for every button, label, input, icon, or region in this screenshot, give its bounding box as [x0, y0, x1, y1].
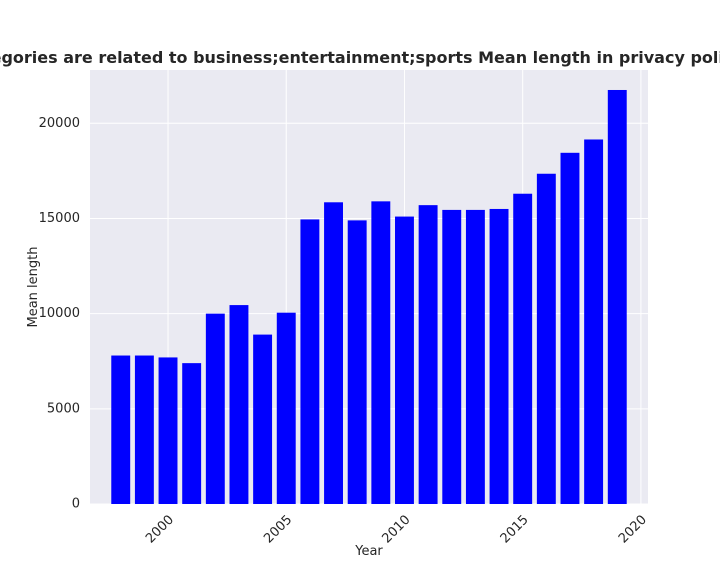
bar-2003 [229, 305, 249, 504]
bar-2019 [607, 89, 627, 504]
chart-title: When categories are related to business;… [0, 48, 720, 67]
bar-2006 [300, 219, 320, 504]
x-tick-labels: 2000 2005 2010 2015 2020 [143, 512, 650, 546]
bars [111, 89, 627, 505]
y-tick-label: 5000 [47, 401, 80, 416]
x-tick-label: 2020 [616, 512, 650, 546]
bar-2016 [536, 173, 556, 505]
bar-2018 [584, 139, 604, 504]
bar-2009 [371, 201, 391, 504]
y-tick-label: 15000 [39, 211, 80, 226]
bar-2001 [182, 363, 202, 504]
bar-2014 [489, 208, 509, 504]
bar-1999 [134, 355, 154, 504]
x-axis-label: Year [354, 544, 383, 559]
y-tick-label: 10000 [39, 306, 80, 321]
bar-2015 [513, 193, 533, 504]
bar-2010 [395, 216, 414, 504]
x-tick-label: 2015 [498, 512, 532, 546]
x-tick-label: 2000 [143, 512, 177, 546]
x-tick-label: 2005 [261, 512, 295, 546]
bar-2005 [276, 312, 296, 504]
bar-2013 [465, 209, 485, 504]
y-axis-label: Mean length [26, 247, 41, 328]
bar-1998 [111, 355, 131, 504]
bar-2012 [442, 209, 462, 504]
bar-2007 [324, 202, 343, 504]
y-tick-labels: 0 5000 10000 15000 20000 [39, 116, 80, 512]
y-tick-label: 20000 [39, 116, 80, 131]
x-tick-label: 2010 [380, 512, 414, 546]
bar-2000 [158, 357, 178, 504]
y-tick-label: 0 [72, 497, 80, 512]
bar-2004 [253, 334, 273, 504]
bar-2017 [560, 152, 580, 505]
bar-2011 [418, 205, 438, 505]
bar-2002 [205, 313, 225, 504]
bar-2008 [347, 220, 367, 504]
